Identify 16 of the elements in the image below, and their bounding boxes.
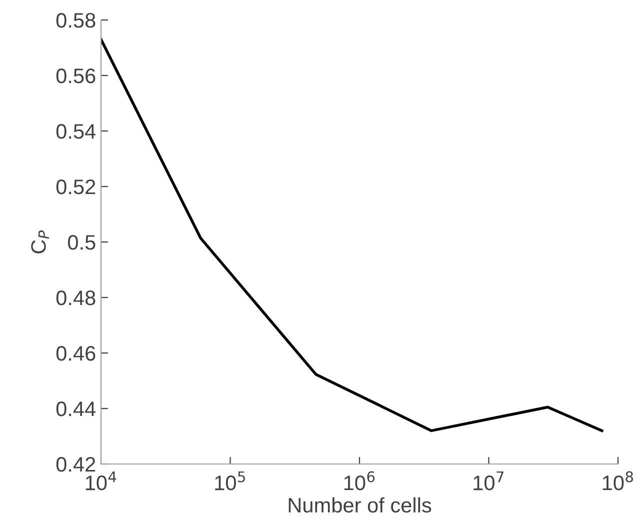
- y-tick-label: 0.48: [56, 290, 96, 306]
- y-tick-label: 0.56: [56, 68, 96, 84]
- y-axis-title: C$_{P}$: [31, 230, 50, 254]
- y-tick-label: 0.52: [56, 180, 96, 194]
- x-tick-label: 10$^{5}$: [215, 471, 245, 490]
- y-tick-label: 0.42: [56, 457, 96, 472]
- x-tick-label: 10$^{6}$: [344, 471, 375, 490]
- x-tick-label: 10$^{4}$: [86, 471, 116, 490]
- y-tick-label: 0.54: [56, 124, 96, 139]
- y-tick-label: 0.44: [56, 402, 96, 416]
- y-tick-label: 0.46: [56, 346, 96, 361]
- x-tick-label: 10$^{7}$: [474, 471, 504, 490]
- y-tick-label: 0.58: [56, 13, 96, 28]
- x-tick-label: 10$^{8}$: [602, 471, 633, 490]
- y-tick-label: 0.5: [68, 235, 96, 250]
- x-axis-title: Number of cells: [288, 497, 432, 513]
